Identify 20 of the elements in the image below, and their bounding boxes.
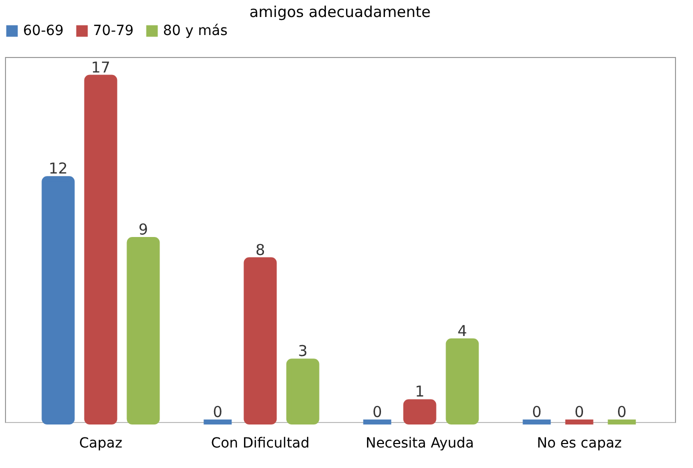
x-tick-label: Con Dificultad <box>210 436 310 452</box>
data-label: 9 <box>138 220 148 238</box>
data-label: 1 <box>414 382 425 401</box>
data-label: 0 <box>372 403 382 421</box>
data-label: 3 <box>298 342 308 360</box>
legend-label: 60-69 <box>23 23 64 39</box>
data-label: 12 <box>48 160 68 178</box>
data-label: 4 <box>458 322 468 340</box>
data-label: 0 <box>574 403 584 421</box>
data-label: 0 <box>212 403 222 421</box>
legend-label: 80 y más <box>163 23 228 39</box>
data-label: 8 <box>255 240 266 259</box>
x-tick-label: Necesita Ayuda <box>366 436 474 452</box>
x-tick-label: Capaz <box>79 436 122 452</box>
data-label: 0 <box>617 403 627 421</box>
x-tick-label: No es capaz <box>536 436 622 452</box>
data-label: 0 <box>532 403 542 421</box>
legend-label: 70-79 <box>93 23 134 39</box>
data-label: 17 <box>91 58 110 76</box>
chart-title: amigos adecuadamente <box>249 3 431 21</box>
